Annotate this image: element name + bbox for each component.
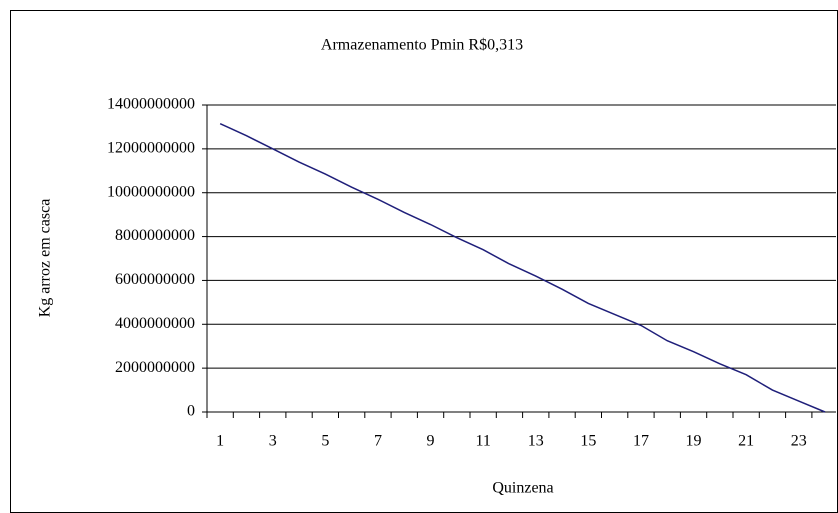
y-tick-label: 6000000000	[115, 271, 195, 288]
y-tick-label: 10000000000	[107, 183, 195, 200]
x-tick-label: 13	[528, 433, 544, 450]
y-tick-label: 0	[187, 403, 195, 420]
x-axis-label: Quinzena	[492, 480, 553, 497]
x-tick-label: 19	[686, 433, 702, 450]
x-tick-label: 1	[216, 433, 224, 450]
x-tick-label: 23	[791, 433, 807, 450]
chart-border	[10, 10, 838, 513]
y-tick-label: 8000000000	[115, 227, 195, 244]
x-tick-label: 11	[475, 433, 490, 450]
x-tick-label: 7	[374, 433, 382, 450]
x-tick-label: 9	[427, 433, 435, 450]
y-tick-label: 14000000000	[107, 96, 195, 113]
x-tick-label: 5	[321, 433, 329, 450]
y-axis-label: Kg arroz em casca	[37, 199, 54, 318]
x-tick-label: 17	[633, 433, 649, 450]
y-tick-label: 12000000000	[107, 140, 195, 157]
data-line	[219, 122, 826, 413]
x-tick-label: 15	[580, 433, 596, 450]
y-tick-label: 2000000000	[115, 359, 195, 376]
y-tick-label: 4000000000	[115, 315, 195, 332]
chart-title: Armazenamento Pmin R$0,313	[321, 37, 523, 54]
x-tick-label: 21	[738, 433, 754, 450]
x-tick-label: 3	[269, 433, 277, 450]
